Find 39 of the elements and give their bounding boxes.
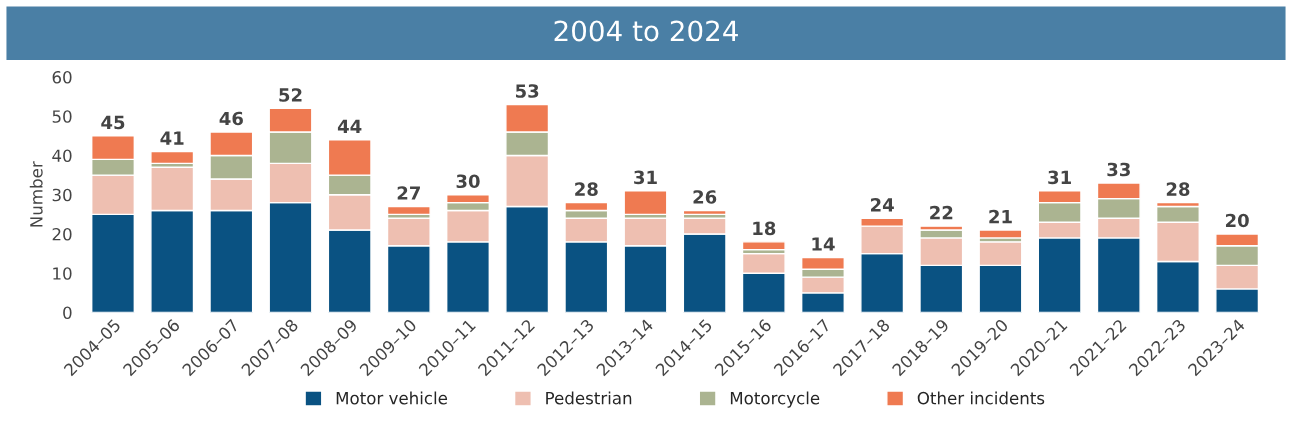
y-axis-title: Number [29, 161, 43, 227]
y-tick-label: 50 [52, 110, 72, 123]
total-label: 22 [930, 205, 953, 220]
bar [682, 209, 727, 216]
total-label: 20 [1225, 213, 1249, 228]
total-label: 28 [1166, 182, 1190, 196]
bar [386, 205, 431, 216]
total-label: 30 [456, 174, 480, 189]
total-label: 52 [279, 88, 302, 102]
total-label: 45 [101, 115, 125, 130]
y-tick-label: 0 [63, 306, 72, 320]
total-label: 21 [989, 209, 1012, 224]
legend-label: Other incidents [917, 391, 1045, 405]
total-label: 33 [1107, 162, 1130, 177]
total-label: 14 [812, 237, 835, 251]
chart-title: 2004 to 2024 [554, 20, 738, 42]
total-label: 28 [575, 182, 598, 196]
legend-label: Motor vehicle [336, 391, 448, 405]
y-tick-label: 30 [52, 188, 72, 202]
total-label: 31 [634, 170, 657, 185]
y-tick-label: 40 [52, 149, 72, 163]
total-label: 26 [693, 190, 717, 204]
total-label: 41 [160, 131, 184, 145]
y-tick-label: 20 [52, 227, 72, 241]
bar [741, 241, 786, 251]
total-label: 24 [871, 197, 894, 212]
total-label: 18 [753, 221, 776, 236]
legend-label: Motorcycle [730, 391, 820, 408]
bar [150, 150, 195, 165]
legend-label: Pedestrian [546, 391, 632, 405]
total-label: 31 [1048, 170, 1071, 185]
total-label: 27 [397, 186, 420, 200]
bar [623, 190, 668, 216]
total-label: 46 [219, 111, 243, 126]
total-label: 53 [515, 84, 539, 98]
bar [978, 229, 1023, 239]
y-tick-label: 10 [53, 267, 72, 280]
y-tick-label: 60 [52, 71, 72, 84]
total-label: 44 [337, 119, 362, 133]
